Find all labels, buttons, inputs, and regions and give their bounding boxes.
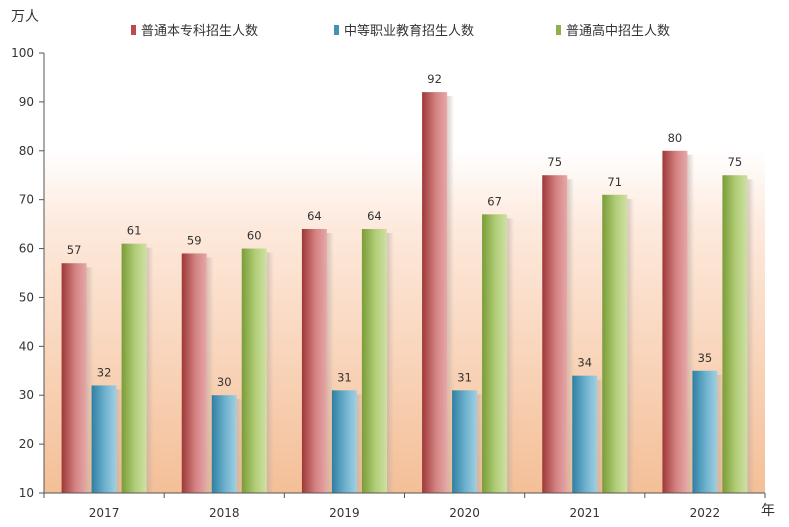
bar-shadow — [687, 154, 695, 493]
bar-s2-2017 — [121, 243, 147, 493]
bar-shadow — [146, 247, 154, 493]
y-tick-label: 100 — [11, 46, 34, 60]
value-label: 59 — [187, 233, 202, 247]
value-label: 67 — [487, 194, 502, 208]
legend-swatch — [131, 25, 136, 35]
bar-s1-2021 — [572, 375, 598, 493]
bar-shadow — [266, 252, 274, 493]
legend-swatch — [556, 25, 561, 35]
bar-shadow — [386, 233, 394, 493]
bar-s0-2021 — [542, 175, 568, 493]
x-tick-label: 2022 — [690, 506, 721, 520]
value-label: 57 — [67, 243, 82, 257]
value-label: 30 — [217, 375, 232, 389]
value-label: 75 — [728, 155, 743, 169]
bar-shadow — [86, 267, 94, 493]
x-unit-label: 年 — [761, 503, 775, 519]
bar-s1-2020 — [452, 390, 478, 493]
legend-label: 中等职业教育招生人数 — [344, 23, 474, 39]
value-label: 64 — [307, 209, 322, 223]
bar-shadow — [116, 389, 124, 493]
y-tick-label: 10 — [19, 486, 34, 500]
y-tick-label: 80 — [19, 144, 34, 158]
bar-s1-2022 — [692, 370, 718, 493]
x-tick-label: 2020 — [449, 506, 480, 520]
y-tick-label: 20 — [19, 437, 34, 451]
y-tick-label: 30 — [19, 388, 34, 402]
legend-label: 普通高中招生人数 — [566, 23, 670, 39]
bar-s2-2018 — [241, 248, 267, 493]
bar-s2-2019 — [361, 229, 387, 493]
bar-s2-2021 — [602, 194, 628, 493]
bar-s2-2022 — [722, 175, 748, 493]
value-label: 31 — [457, 370, 472, 384]
legend-label: 普通本专科招生人数 — [141, 24, 258, 39]
bar-shadow — [447, 96, 455, 493]
value-label: 75 — [547, 155, 562, 169]
value-label: 92 — [427, 72, 442, 86]
value-label: 61 — [127, 224, 142, 238]
x-tick-label: 2021 — [569, 506, 600, 520]
bar-s1-2018 — [211, 395, 237, 493]
bar-shadow — [597, 379, 605, 493]
bar-s1-2019 — [331, 390, 357, 493]
bar-shadow — [326, 233, 334, 493]
bar-s0-2017 — [61, 263, 87, 493]
value-label: 71 — [607, 175, 622, 189]
y-tick-label: 70 — [19, 193, 34, 207]
bar-s2-2020 — [482, 214, 508, 494]
bar-shadow — [717, 374, 725, 493]
bar-shadow — [627, 198, 635, 493]
value-label: 60 — [247, 229, 262, 243]
x-tick-label: 2017 — [89, 506, 120, 520]
bar-s1-2017 — [91, 385, 117, 493]
value-label: 34 — [577, 356, 592, 370]
y-tick-label: 50 — [19, 290, 34, 304]
plot-background — [44, 52, 765, 493]
bar-shadow — [567, 179, 575, 493]
value-label: 32 — [97, 365, 112, 379]
value-label: 64 — [367, 209, 382, 223]
bar-s0-2019 — [301, 229, 327, 493]
value-label: 31 — [337, 370, 352, 384]
bar-s0-2022 — [662, 150, 688, 493]
bar-shadow — [507, 218, 515, 494]
bar-shadow — [356, 394, 364, 493]
value-label: 80 — [668, 131, 683, 145]
x-tick-label: 2018 — [209, 506, 240, 520]
x-tick-label: 2019 — [329, 506, 360, 520]
y-tick-label: 60 — [19, 242, 34, 256]
bar-shadow — [747, 179, 755, 493]
legend-swatch — [334, 25, 339, 35]
bar-shadow — [206, 257, 214, 493]
y-tick-label: 40 — [19, 339, 34, 353]
bar-shadow — [477, 394, 485, 493]
value-label: 35 — [698, 351, 713, 365]
bar-shadow — [236, 399, 244, 493]
y-unit-label: 万人 — [11, 9, 39, 25]
bar-s0-2018 — [181, 253, 207, 493]
y-tick-label: 90 — [19, 95, 34, 109]
bar-s0-2020 — [422, 92, 448, 493]
